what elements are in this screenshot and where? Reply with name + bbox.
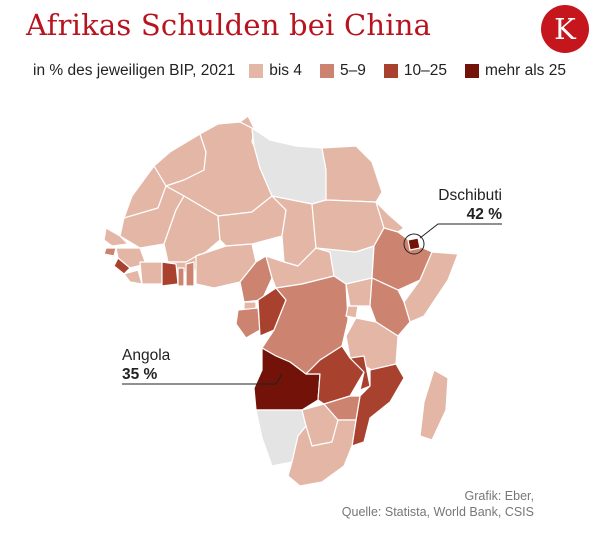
country-senegal <box>103 227 129 247</box>
legend-swatch <box>319 64 334 78</box>
country-mozambique <box>351 363 405 447</box>
brand-logo: K <box>541 5 589 53</box>
country-madagascar <box>419 369 449 441</box>
callout-djibouti: Dschibuti 42 % <box>432 186 502 224</box>
country-ghana <box>161 261 179 287</box>
country-benin <box>185 261 195 287</box>
legend-subtitle: in % des jeweiligen BIP, 2021 <box>33 62 236 79</box>
country-kenya <box>369 277 411 337</box>
legend: in % des jeweiligen BIP, 2021 bis 4 5–9 … <box>33 62 566 80</box>
legend-label: 5–9 <box>339 62 366 79</box>
country-togo <box>177 267 185 287</box>
country-gabon <box>235 307 261 339</box>
country-zimbabwe <box>323 395 361 421</box>
country-eritrea <box>375 201 405 233</box>
legend-item-10-25: 10–25 <box>383 62 447 80</box>
legend-label: 10–25 <box>403 62 447 79</box>
legend-swatch <box>249 64 264 78</box>
callout-angola: Angola 35 % <box>122 346 170 384</box>
legend-label: bis 4 <box>269 62 302 79</box>
legend-item-bis-4: bis 4 <box>249 62 302 80</box>
legend-swatch <box>383 64 398 78</box>
legend-swatch <box>464 64 479 78</box>
country-south-africa <box>287 419 357 487</box>
legend-item-5-9: 5–9 <box>319 62 366 80</box>
country-guinea-bissau <box>103 247 117 257</box>
legend-label: mehr als 25 <box>484 62 566 79</box>
credits-author: Grafik: Eber, <box>464 489 534 503</box>
callout-djibouti-name: Dschibuti <box>438 187 502 204</box>
country-cote-divoire <box>139 261 163 285</box>
country-malawi <box>349 355 371 391</box>
credits: Grafik: Eber, Quelle: Statista, World Ba… <box>342 488 534 520</box>
djibouti-leader-line <box>419 223 502 239</box>
angola-leader-line <box>122 373 283 385</box>
credits-source: Quelle: Statista, World Bank, CSIS <box>341 505 534 519</box>
callout-angola-value: 35 % <box>122 366 158 383</box>
country-guinea <box>115 247 147 269</box>
country-djibouti <box>407 237 421 251</box>
country-sudan <box>311 199 385 253</box>
country-somalia <box>403 251 459 323</box>
legend-item-mehr-als-25: mehr als 25 <box>464 62 566 80</box>
djibouti-marker-ring <box>403 233 425 255</box>
country-rwanda <box>345 305 359 319</box>
country-zambia <box>305 345 365 405</box>
map-title: Afrikas Schulden bei China <box>26 8 432 42</box>
callout-angola-name: Angola <box>122 347 171 364</box>
country-egypt <box>321 145 383 203</box>
callout-djibouti-value: 42 % <box>466 206 502 223</box>
